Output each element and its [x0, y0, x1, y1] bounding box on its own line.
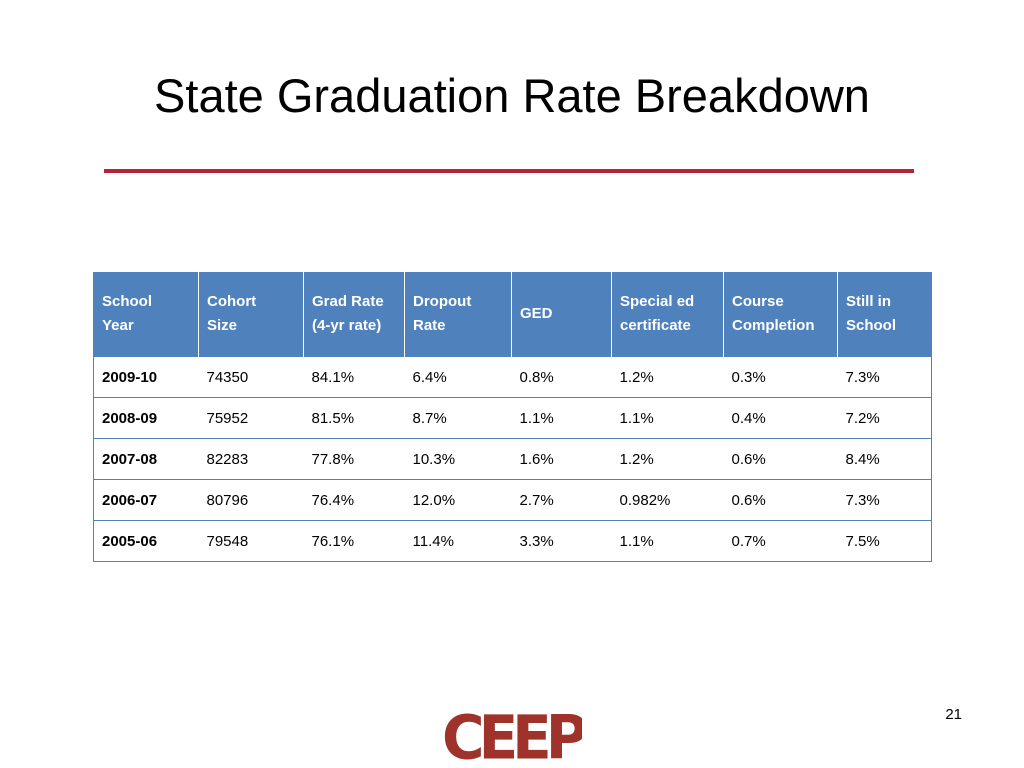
- table-row: 2005-06 79548 76.1% 11.4% 3.3% 1.1% 0.7%…: [93, 520, 932, 562]
- cell-grad-rate: 84.1%: [303, 356, 405, 398]
- column-header-school-year: School Year: [93, 272, 199, 357]
- slide-title: State Graduation Rate Breakdown: [154, 69, 870, 122]
- cell-special-ed: 0.982%: [611, 479, 724, 521]
- cell-dropout-rate: 10.3%: [404, 438, 512, 480]
- ceep-logo: CEEP: [442, 708, 582, 768]
- cell-cohort-size: 74350: [198, 356, 304, 398]
- cell-cohort-size: 82283: [198, 438, 304, 480]
- table-header-row: School Year Cohort Size Grad Rate (4-yr rat…: [93, 272, 932, 357]
- table-row: 2009-10 74350 84.1% 6.4% 0.8% 1.2% 0.3% …: [93, 356, 932, 398]
- cell-still-in-school: 7.2%: [837, 397, 932, 439]
- cell-still-in-school: 7.5%: [837, 520, 932, 562]
- column-header-grad-rate: Grad Rate (4-yr rate): [303, 272, 405, 357]
- cell-ged: 1.1%: [511, 397, 612, 439]
- cell-grad-rate: 76.1%: [303, 520, 405, 562]
- cell-ged: 1.6%: [511, 438, 612, 480]
- cell-school-year: 2008-09: [93, 397, 199, 439]
- cell-grad-rate: 76.4%: [303, 479, 405, 521]
- cell-school-year: 2006-07: [93, 479, 199, 521]
- page-number: 21: [945, 706, 962, 723]
- cell-ged: 2.7%: [511, 479, 612, 521]
- cell-dropout-rate: 11.4%: [404, 520, 512, 562]
- cell-still-in-school: 7.3%: [837, 356, 932, 398]
- column-header-special-ed: Special ed certificate: [611, 272, 724, 357]
- cell-ged: 0.8%: [511, 356, 612, 398]
- cell-course-completion: 0.7%: [723, 520, 838, 562]
- cell-special-ed: 1.1%: [611, 520, 724, 562]
- column-header-dropout-rate: Dropout Rate: [404, 272, 512, 357]
- table-row: 2007-08 82283 77.8% 10.3% 1.6% 1.2% 0.6%…: [93, 438, 932, 480]
- table-row: 2006-07 80796 76.4% 12.0% 2.7% 0.982% 0.…: [93, 479, 932, 521]
- cell-still-in-school: 7.3%: [837, 479, 932, 521]
- cell-dropout-rate: 12.0%: [404, 479, 512, 521]
- cell-course-completion: 0.6%: [723, 438, 838, 480]
- column-header-still-in-school: Still in School: [837, 272, 932, 357]
- column-header-course-completion: Course Completion: [723, 272, 838, 357]
- table-row: 2008-09 75952 81.5% 8.7% 1.1% 1.1% 0.4% …: [93, 397, 932, 439]
- cell-dropout-rate: 8.7%: [404, 397, 512, 439]
- cell-course-completion: 0.6%: [723, 479, 838, 521]
- cell-special-ed: 1.2%: [611, 356, 724, 398]
- cell-course-completion: 0.3%: [723, 356, 838, 398]
- graduation-rate-table: School Year Cohort Size Grad Rate (4-yr rat…: [93, 272, 932, 562]
- column-header-ged: GED: [511, 272, 612, 357]
- cell-special-ed: 1.1%: [611, 397, 724, 439]
- cell-dropout-rate: 6.4%: [404, 356, 512, 398]
- logo-text: CEEP: [442, 708, 582, 768]
- cell-ged: 3.3%: [511, 520, 612, 562]
- cell-still-in-school: 8.4%: [837, 438, 932, 480]
- cell-cohort-size: 79548: [198, 520, 304, 562]
- cell-school-year: 2007-08: [93, 438, 199, 480]
- cell-course-completion: 0.4%: [723, 397, 838, 439]
- cell-special-ed: 1.2%: [611, 438, 724, 480]
- cell-grad-rate: 81.5%: [303, 397, 405, 439]
- cell-grad-rate: 77.8%: [303, 438, 405, 480]
- cell-cohort-size: 75952: [198, 397, 304, 439]
- graduation-table-container: School Year Cohort Size Grad Rate (4-yr rat…: [93, 272, 932, 562]
- cell-school-year: 2009-10: [93, 356, 199, 398]
- cell-cohort-size: 80796: [198, 479, 304, 521]
- title-underline: [104, 169, 914, 173]
- cell-school-year: 2005-06: [93, 520, 199, 562]
- column-header-cohort-size: Cohort Size: [198, 272, 304, 357]
